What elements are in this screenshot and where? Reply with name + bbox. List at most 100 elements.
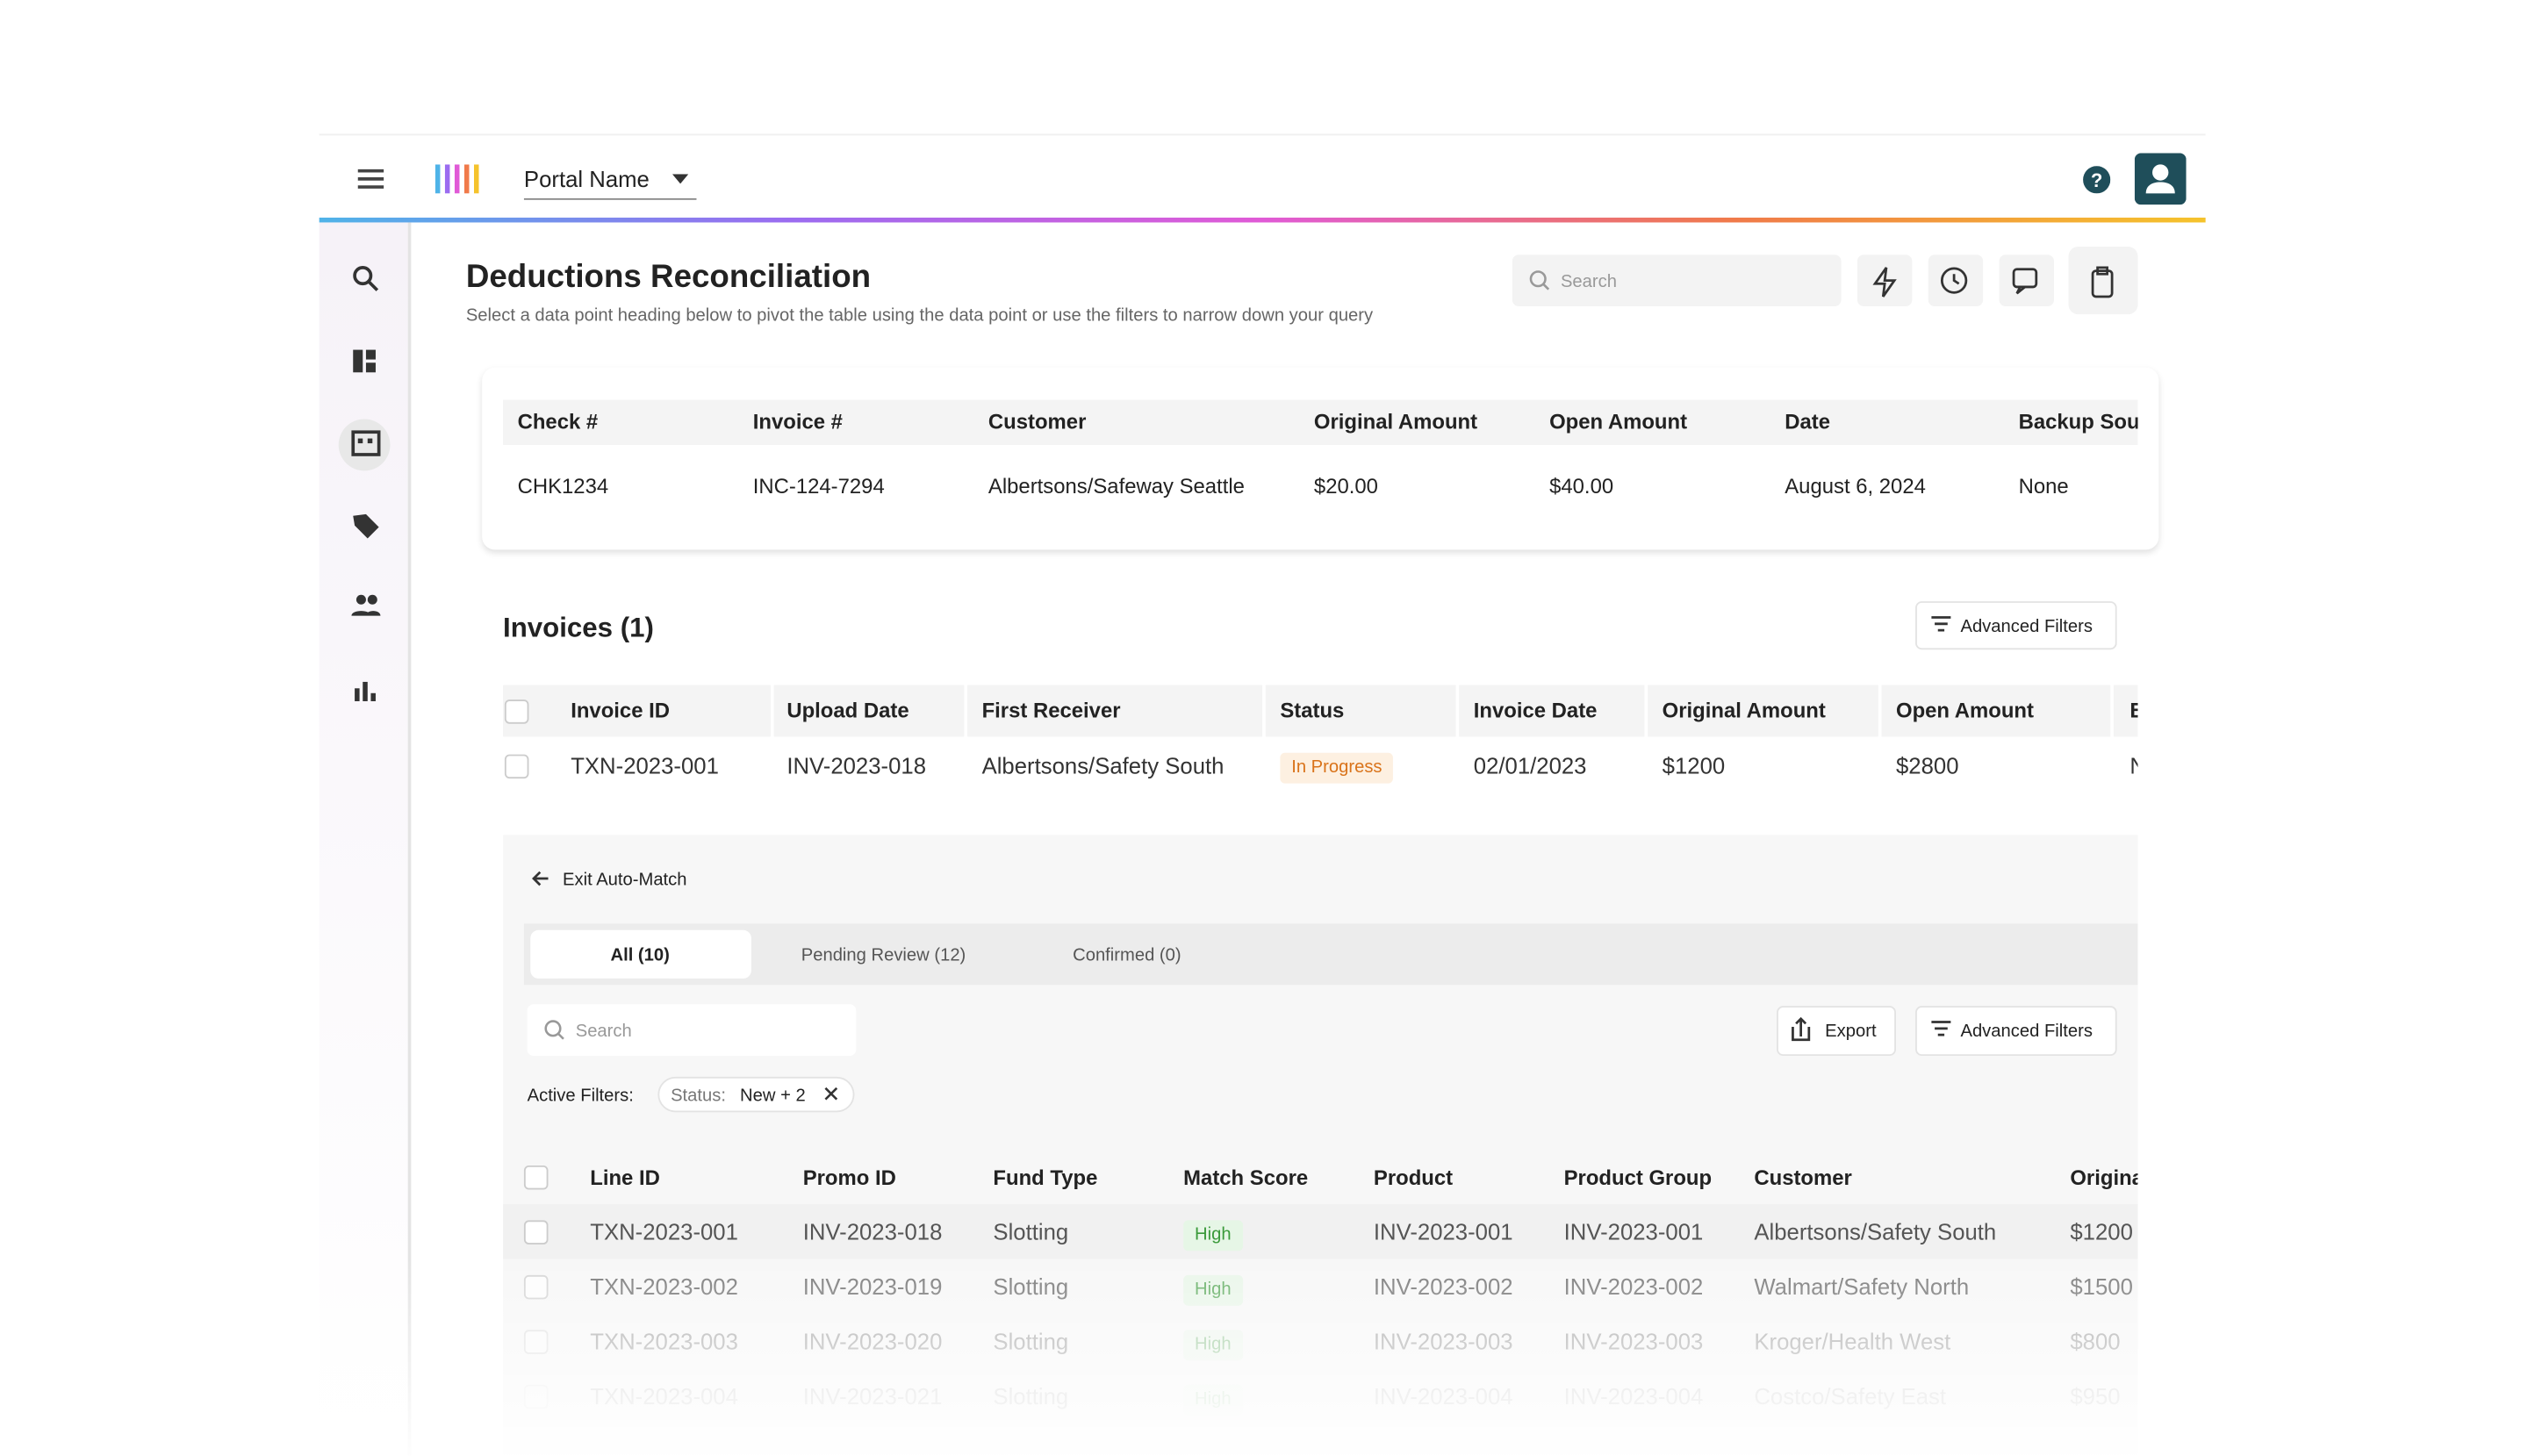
header-cell-bg <box>1459 685 1645 737</box>
cell: INV-2023-018 <box>802 1218 943 1244</box>
nav-icons[interactable] <box>348 262 384 713</box>
cell: TXN-2023-001 <box>590 1218 738 1244</box>
portal-name[interactable]: Portal Name <box>523 166 650 192</box>
column-header: Upload Date <box>786 698 909 722</box>
export-button[interactable] <box>1777 1006 1896 1057</box>
header-cell-bg <box>773 685 965 737</box>
column-header: Line ID <box>590 1165 660 1190</box>
exit-link[interactable]: Exit Auto-Match <box>563 870 687 890</box>
search-icon <box>544 1020 564 1040</box>
header-cell-bg <box>503 685 771 737</box>
avatar[interactable] <box>2134 153 2187 205</box>
summary-card <box>482 367 2159 550</box>
column-header: Open Amount <box>1895 698 2034 722</box>
cell: $20.00 <box>1313 473 1378 498</box>
tabs-bar <box>523 923 2138 986</box>
tab-label[interactable]: Confirmed (0) <box>1073 946 1181 966</box>
tab-label[interactable]: Pending Review (12) <box>801 946 966 966</box>
column-header: Check # <box>517 409 599 434</box>
content-clip: Check # CHK1234 Invoice # INC-124-7294 Custo… <box>503 409 2138 1409</box>
portal-underline <box>523 197 697 200</box>
column-header: Original Amount <box>2070 1165 2137 1190</box>
active-filters-label: Active Filters: <box>527 1086 634 1106</box>
header-cell-bg <box>2113 685 2138 737</box>
cell: INC-124-7294 <box>752 473 885 498</box>
toolbar-icons <box>1872 266 2114 298</box>
advanced-filters-button[interactable] <box>1915 601 2117 650</box>
checkbox[interactable] <box>504 699 529 724</box>
header-cell-bg <box>1265 685 1456 737</box>
lines-search[interactable] <box>527 1004 857 1057</box>
filter-chip[interactable] <box>657 1076 855 1113</box>
header-cell-bg <box>1648 685 1878 737</box>
button-label: Advanced Filters <box>1960 1022 2093 1042</box>
cell: INV-2023-001 <box>1373 1218 1513 1244</box>
svg-text:?: ? <box>2091 169 2102 191</box>
nav-selected <box>338 419 391 471</box>
page-title: Deductions Reconciliation <box>465 259 872 296</box>
search-placeholder: Search <box>575 1022 632 1042</box>
cell: None <box>2129 753 2137 778</box>
column-header: Open Amount <box>1549 409 1688 434</box>
cell: $1200 <box>1662 752 1726 779</box>
cell: $1200 <box>2070 1218 2133 1244</box>
column-header: First Receiver <box>981 698 1121 722</box>
cell: Albertsons/Safeway Seattle <box>988 473 1245 498</box>
column-header: Product Group <box>1563 1165 1713 1190</box>
cell: None <box>2018 473 2069 498</box>
cell: Slotting <box>993 1218 1069 1244</box>
column-header: Backup Source <box>2129 698 2137 723</box>
column-header: Match Score <box>1183 1165 1309 1190</box>
logo <box>434 164 479 194</box>
checkbox[interactable] <box>504 754 529 779</box>
column-header: Product <box>1373 1165 1454 1190</box>
search-placeholder: Search <box>1560 272 1617 292</box>
button-label: Export <box>1825 1022 1877 1042</box>
cell: TXN-2023-001 <box>571 752 719 779</box>
column-header: Original Amount <box>1313 409 1478 434</box>
back-arrow[interactable] <box>530 869 549 888</box>
column-header: Invoice # <box>752 409 843 434</box>
cell: INV-2023-018 <box>786 752 927 779</box>
dropdown-arrow[interactable] <box>672 174 689 184</box>
help-icon[interactable]: ? <box>2083 166 2111 194</box>
tab-label[interactable]: All (10) <box>610 946 670 966</box>
column-header: Date <box>1785 409 1831 434</box>
column-header: Invoice ID <box>571 698 671 722</box>
status-chip: High <box>1183 1220 1243 1252</box>
icon-button[interactable] <box>1999 255 2054 306</box>
menu-icon[interactable] <box>356 168 385 190</box>
checkbox[interactable] <box>523 1220 549 1244</box>
column-header: Status <box>1280 698 1345 722</box>
page-search[interactable] <box>1512 255 1842 306</box>
chip-close[interactable] <box>824 1087 839 1101</box>
bottom-fade <box>319 1257 2206 1456</box>
column-header: Invoice Date <box>1473 698 1598 722</box>
column-header: Customer <box>1754 1165 1852 1190</box>
search-icon <box>1529 270 1550 290</box>
section-title: Invoices (1) <box>503 612 654 643</box>
advanced-filters-button[interactable] <box>1915 1006 2117 1057</box>
brand-line <box>319 217 2206 223</box>
chip-key: Status: <box>671 1086 726 1106</box>
button-label: Advanced Filters <box>1960 617 2093 637</box>
cell: INV-2023-001 <box>1563 1218 1704 1244</box>
column-header: Promo ID <box>802 1165 896 1190</box>
cell: $2800 <box>1895 752 1959 779</box>
summary-header-bg <box>503 399 2138 445</box>
icon-button[interactable] <box>2068 247 2138 315</box>
cell: 02/01/2023 <box>1473 752 1587 779</box>
column-header: Backup Source <box>2018 409 2138 434</box>
cell: Albertsons/Safety South <box>981 752 1224 779</box>
cell: August 6, 2024 <box>1785 473 1926 498</box>
header-cell-bg <box>1881 685 2111 737</box>
checkbox[interactable] <box>523 1165 549 1190</box>
tab-active[interactable] <box>530 929 751 979</box>
page-subtitle: Select a data point heading below to piv… <box>465 305 1374 326</box>
column-header: Customer <box>988 409 1087 434</box>
column-header: Original Amount <box>1662 698 1826 722</box>
cell: Albertsons/Safety South <box>1754 1218 1997 1244</box>
column-header: Fund Type <box>993 1165 1098 1190</box>
chip-value: New + 2 <box>740 1086 806 1106</box>
